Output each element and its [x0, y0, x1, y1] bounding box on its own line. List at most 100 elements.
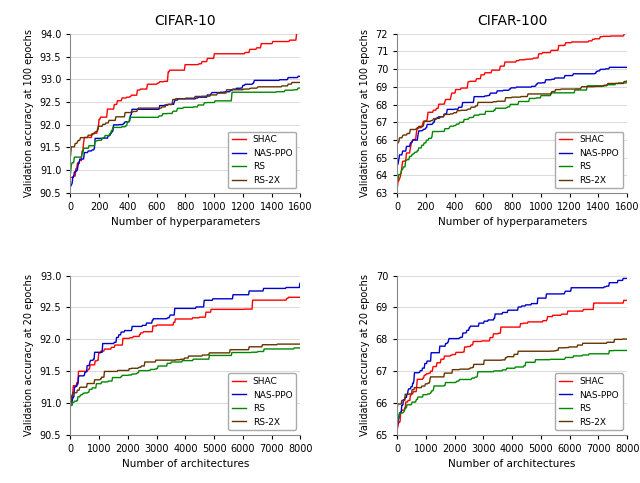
NAS-PPO: [538, 295, 546, 301]
SHAC: [394, 185, 401, 191]
Line: NAS-PPO: NAS-PPO: [70, 283, 301, 406]
RS-2X: [141, 359, 149, 365]
NAS-PPO: [534, 80, 542, 86]
NAS-PPO: [484, 317, 492, 323]
RS: [534, 95, 542, 101]
Legend: SHAC, NAS-PPO, RS, RS-2X: SHAC, NAS-PPO, RS, RS-2X: [228, 131, 296, 188]
RS: [610, 348, 618, 354]
NAS-PPO: [623, 64, 631, 70]
Title: CIFAR-100: CIFAR-100: [477, 14, 547, 28]
RS: [94, 381, 102, 386]
SHAC: [484, 338, 492, 344]
SHAC: [204, 56, 211, 61]
NAS-PPO: [294, 73, 302, 79]
RS-2X: [233, 347, 241, 353]
SHAC: [561, 311, 568, 317]
Line: SHAC: SHAC: [397, 300, 627, 430]
Line: RS: RS: [397, 83, 627, 180]
RS: [207, 99, 215, 105]
Line: RS-2X: RS-2X: [397, 339, 627, 409]
RS: [623, 80, 631, 86]
Y-axis label: Validation accuracy at 100 epochs: Validation accuracy at 100 epochs: [24, 29, 34, 198]
NAS-PPO: [234, 292, 241, 298]
Line: RS: RS: [70, 88, 301, 173]
NAS-PPO: [207, 90, 215, 96]
SHAC: [620, 298, 628, 303]
SHAC: [275, 39, 283, 44]
X-axis label: Number of architectures: Number of architectures: [449, 459, 576, 469]
RS-2X: [67, 153, 74, 158]
RS-2X: [234, 347, 241, 353]
Title: CIFAR-10: CIFAR-10: [155, 14, 216, 28]
RS: [275, 89, 283, 95]
RS-2X: [588, 84, 595, 90]
NAS-PPO: [67, 182, 75, 188]
X-axis label: Number of architectures: Number of architectures: [122, 459, 249, 469]
SHAC: [211, 306, 219, 312]
NAS-PPO: [394, 161, 401, 167]
Line: RS-2X: RS-2X: [397, 81, 627, 143]
RS: [531, 96, 538, 101]
SHAC: [297, 30, 305, 36]
RS: [602, 83, 609, 89]
RS: [67, 162, 75, 168]
RS: [157, 363, 165, 369]
RS: [559, 356, 567, 362]
NAS-PPO: [588, 71, 595, 77]
RS: [421, 392, 429, 398]
RS-2X: [531, 91, 538, 97]
RS: [615, 80, 623, 86]
Line: NAS-PPO: NAS-PPO: [397, 67, 627, 164]
NAS-PPO: [531, 84, 538, 89]
SHAC: [534, 55, 542, 61]
NAS-PPO: [623, 276, 631, 282]
Line: SHAC: SHAC: [397, 32, 627, 188]
SHAC: [207, 56, 215, 61]
SHAC: [285, 295, 292, 300]
NAS-PPO: [141, 323, 149, 328]
Legend: SHAC, NAS-PPO, RS, RS-2X: SHAC, NAS-PPO, RS, RS-2X: [228, 373, 296, 430]
SHAC: [623, 29, 631, 35]
RS: [623, 348, 631, 354]
RS-2X: [288, 80, 296, 85]
RS-2X: [260, 84, 268, 90]
SHAC: [623, 298, 631, 303]
Legend: SHAC, NAS-PPO, RS, RS-2X: SHAC, NAS-PPO, RS, RS-2X: [555, 373, 623, 430]
NAS-PPO: [297, 73, 305, 79]
SHAC: [602, 33, 609, 39]
RS-2X: [394, 140, 402, 146]
RS-2X: [67, 401, 74, 407]
X-axis label: Number of hyperparameters: Number of hyperparameters: [111, 217, 260, 227]
Y-axis label: Validation accuracy at 20 epochs: Validation accuracy at 20 epochs: [360, 274, 370, 436]
SHAC: [203, 59, 211, 65]
RS-2X: [602, 82, 609, 88]
NAS-PPO: [275, 77, 283, 83]
RS-2X: [559, 345, 567, 351]
RS-2X: [157, 357, 165, 363]
RS: [291, 345, 298, 351]
NAS-PPO: [296, 280, 304, 286]
RS: [297, 345, 305, 351]
NAS-PPO: [67, 403, 74, 409]
RS: [233, 350, 241, 355]
SHAC: [297, 295, 305, 300]
SHAC: [559, 311, 567, 317]
SHAC: [94, 357, 102, 363]
RS: [561, 356, 568, 362]
NAS-PPO: [204, 92, 211, 98]
Line: NAS-PPO: NAS-PPO: [397, 279, 627, 425]
SHAC: [621, 29, 628, 35]
RS: [141, 368, 149, 373]
NAS-PPO: [297, 280, 305, 286]
RS: [394, 177, 402, 183]
Line: RS: RS: [70, 348, 301, 406]
NAS-PPO: [233, 292, 241, 298]
X-axis label: Number of hyperparameters: Number of hyperparameters: [438, 217, 587, 227]
RS: [538, 357, 546, 363]
NAS-PPO: [605, 64, 613, 70]
RS-2X: [484, 357, 492, 363]
NAS-PPO: [94, 349, 102, 355]
NAS-PPO: [421, 361, 429, 367]
Line: NAS-PPO: NAS-PPO: [70, 76, 301, 186]
Line: RS-2X: RS-2X: [70, 344, 301, 404]
